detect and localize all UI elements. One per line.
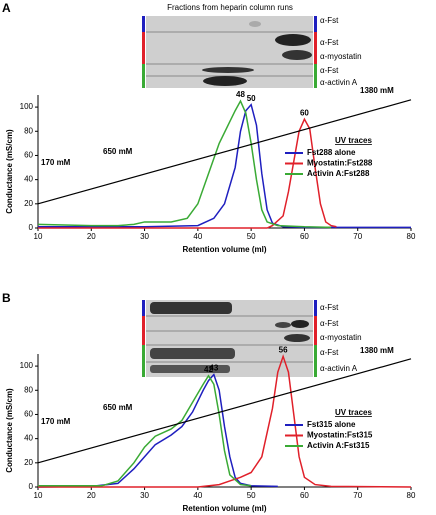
blot-label: α-myostatin bbox=[320, 52, 362, 61]
blot-label: α-Fst bbox=[320, 16, 339, 25]
blot-b: B α-Fst α-Fst α-myostatin α-Fst α-activi… bbox=[2, 291, 362, 377]
x-tick-label: 70 bbox=[353, 491, 362, 500]
peak-label: 50 bbox=[247, 94, 256, 103]
y-tick-label: 100 bbox=[20, 361, 34, 370]
blot-band bbox=[150, 365, 230, 373]
x-tick-label: 30 bbox=[140, 491, 149, 500]
blot-label: α-Fst bbox=[320, 303, 339, 312]
x-tick-label: 20 bbox=[87, 491, 96, 500]
x-tick-label: 50 bbox=[247, 491, 256, 500]
blot-label: α-activin A bbox=[320, 364, 358, 373]
y-tick-label: 20 bbox=[24, 199, 33, 208]
blot-label: α-activin A bbox=[320, 78, 358, 87]
x-tick-label: 30 bbox=[140, 232, 149, 241]
blot-marker bbox=[142, 32, 145, 64]
blot-band bbox=[282, 50, 312, 60]
blot-band bbox=[150, 348, 235, 359]
blot-a: A Fractions from heparin column runs α-F… bbox=[2, 1, 362, 88]
uv-trace bbox=[37, 99, 332, 229]
uv-trace bbox=[38, 374, 252, 487]
legend-label: Fst288 alone bbox=[307, 148, 356, 157]
y-tick-label: 60 bbox=[24, 410, 33, 419]
x-tick-label: 40 bbox=[193, 491, 202, 500]
blot-band bbox=[291, 320, 309, 328]
gradient-annotation: 1380 mM bbox=[360, 86, 394, 95]
y-tick-label: 0 bbox=[29, 482, 34, 491]
y-tick-label: 0 bbox=[29, 223, 34, 232]
peak-label: 56 bbox=[279, 346, 288, 355]
blot-band bbox=[275, 34, 311, 46]
gradient-annotation: 650 mM bbox=[103, 403, 133, 412]
blot-label: α-myostatin bbox=[320, 333, 362, 342]
y-tick-label: 80 bbox=[24, 385, 33, 394]
x-tick-label: 20 bbox=[87, 232, 96, 241]
panel-label: A bbox=[2, 1, 11, 15]
blot-marker bbox=[142, 345, 145, 377]
gradient-annotation: 650 mM bbox=[103, 147, 133, 156]
blot-marker bbox=[314, 16, 317, 32]
blot-label: α-Fst bbox=[320, 66, 339, 75]
x-tick-label: 80 bbox=[407, 491, 416, 500]
y-tick-label: 60 bbox=[24, 151, 33, 160]
x-tick-label: 60 bbox=[300, 232, 309, 241]
blot-label: α-Fst bbox=[320, 348, 339, 357]
y-tick-label: 80 bbox=[24, 126, 33, 135]
legend-label: Myostatin:Fst288 bbox=[307, 159, 373, 168]
peak-label: 48 bbox=[236, 90, 245, 99]
x-tick-label: 10 bbox=[34, 232, 43, 241]
x-tick-label: 40 bbox=[193, 232, 202, 241]
blot-marker bbox=[142, 316, 145, 345]
blot-marker bbox=[314, 32, 317, 64]
blot-marker bbox=[314, 316, 317, 345]
peak-label: 60 bbox=[300, 108, 309, 117]
blot-band bbox=[202, 67, 254, 73]
x-axis-title: Retention volume (ml) bbox=[182, 245, 266, 254]
conductance-line bbox=[37, 99, 412, 205]
blot-band bbox=[284, 334, 310, 342]
blot-band bbox=[150, 302, 232, 314]
legend-title: UV traces bbox=[335, 136, 372, 145]
gradient-annotation: 170 mM bbox=[41, 158, 71, 167]
blot-marker bbox=[142, 16, 145, 32]
blot-label: α-Fst bbox=[320, 319, 339, 328]
blot-band bbox=[203, 76, 247, 86]
x-tick-label: 70 bbox=[353, 232, 362, 241]
legend-label: Activin A:Fst315 bbox=[307, 441, 370, 450]
uv-trace bbox=[38, 354, 412, 488]
y-tick-label: 40 bbox=[24, 175, 33, 184]
legend-label: Fst315 alone bbox=[307, 420, 356, 429]
y-axis-title: Conductance (mS/cm) bbox=[5, 388, 14, 473]
blot-band bbox=[275, 322, 291, 328]
y-tick-label: 100 bbox=[20, 102, 34, 111]
blot-label: α-Fst bbox=[320, 38, 339, 47]
y-axis-title: Conductance (mS/cm) bbox=[5, 129, 14, 214]
x-axis-title: Retention volume (ml) bbox=[182, 504, 266, 513]
blot-band bbox=[249, 21, 261, 27]
blot-marker bbox=[314, 300, 317, 316]
panel-label: B bbox=[2, 291, 11, 305]
blot-marker bbox=[142, 300, 145, 316]
gradient-annotation: 170 mM bbox=[41, 417, 71, 426]
peak-label: 43 bbox=[209, 364, 218, 373]
blot-marker bbox=[142, 64, 145, 88]
y-tick-label: 40 bbox=[24, 434, 33, 443]
x-tick-label: 10 bbox=[34, 491, 43, 500]
legend-title: UV traces bbox=[335, 408, 372, 417]
uv-trace bbox=[37, 373, 278, 488]
gradient-annotation: 1380 mM bbox=[360, 346, 394, 355]
blot-marker bbox=[314, 64, 317, 88]
legend-label: Myostatin:Fst315 bbox=[307, 431, 373, 440]
x-tick-label: 80 bbox=[407, 232, 416, 241]
blot-marker bbox=[314, 345, 317, 377]
x-tick-label: 60 bbox=[300, 491, 309, 500]
blot-title: Fractions from heparin column runs bbox=[167, 3, 293, 12]
peak-label: 42 bbox=[204, 365, 213, 374]
legend-label: Activin A:Fst288 bbox=[307, 169, 370, 178]
conductance-line bbox=[37, 358, 412, 464]
x-tick-label: 50 bbox=[247, 232, 256, 241]
y-tick-label: 20 bbox=[24, 458, 33, 467]
